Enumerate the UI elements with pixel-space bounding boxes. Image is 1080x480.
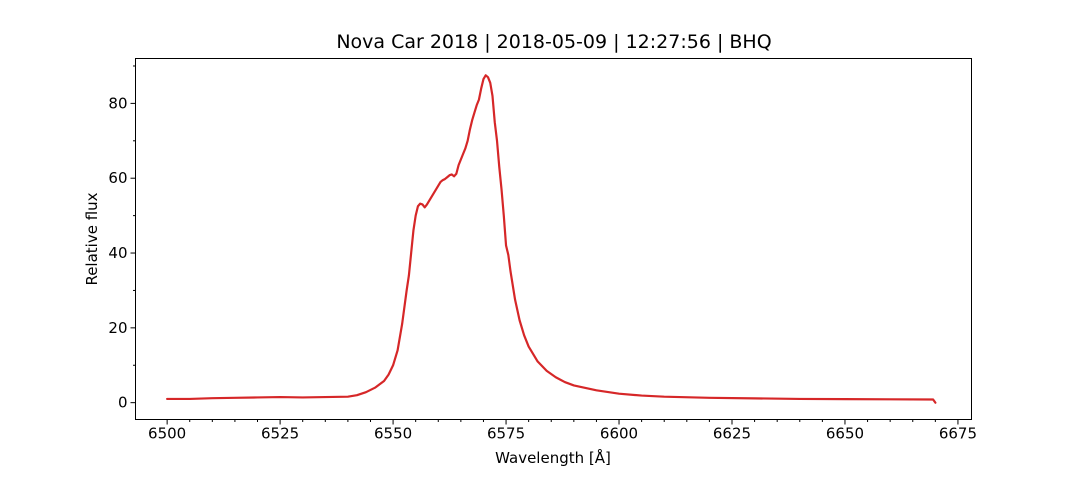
y-axis-label: Relative flux	[83, 192, 101, 285]
x-tick-label: 6600	[600, 425, 638, 443]
y-tick-label: 80	[108, 94, 127, 112]
x-tick-label: 6650	[826, 425, 864, 443]
x-tick-label: 6500	[148, 425, 186, 443]
y-tick-label: 60	[108, 169, 127, 187]
y-tick-label: 20	[108, 319, 127, 337]
x-axis-label: Wavelength [Å]	[495, 448, 611, 467]
x-tick-label: 6675	[939, 425, 977, 443]
plot-area	[135, 58, 972, 420]
x-tick-label: 6575	[487, 425, 525, 443]
x-axis: 6500 6525 6550 6575 6600 6625 6650 6675	[148, 419, 977, 443]
y-tick-label: 40	[108, 244, 127, 262]
x-tick-label: 6625	[713, 425, 751, 443]
y-axis: 0 20 40 60 80	[108, 65, 136, 412]
plot-frame	[135, 58, 972, 420]
spectrum-line	[166, 74, 937, 404]
chart-title: Nova Car 2018 | 2018-05-09 | 12:27:56 | …	[336, 31, 771, 53]
x-tick-label: 6525	[261, 425, 299, 443]
x-tick-label: 6550	[374, 425, 412, 443]
y-tick-label: 0	[118, 394, 128, 412]
